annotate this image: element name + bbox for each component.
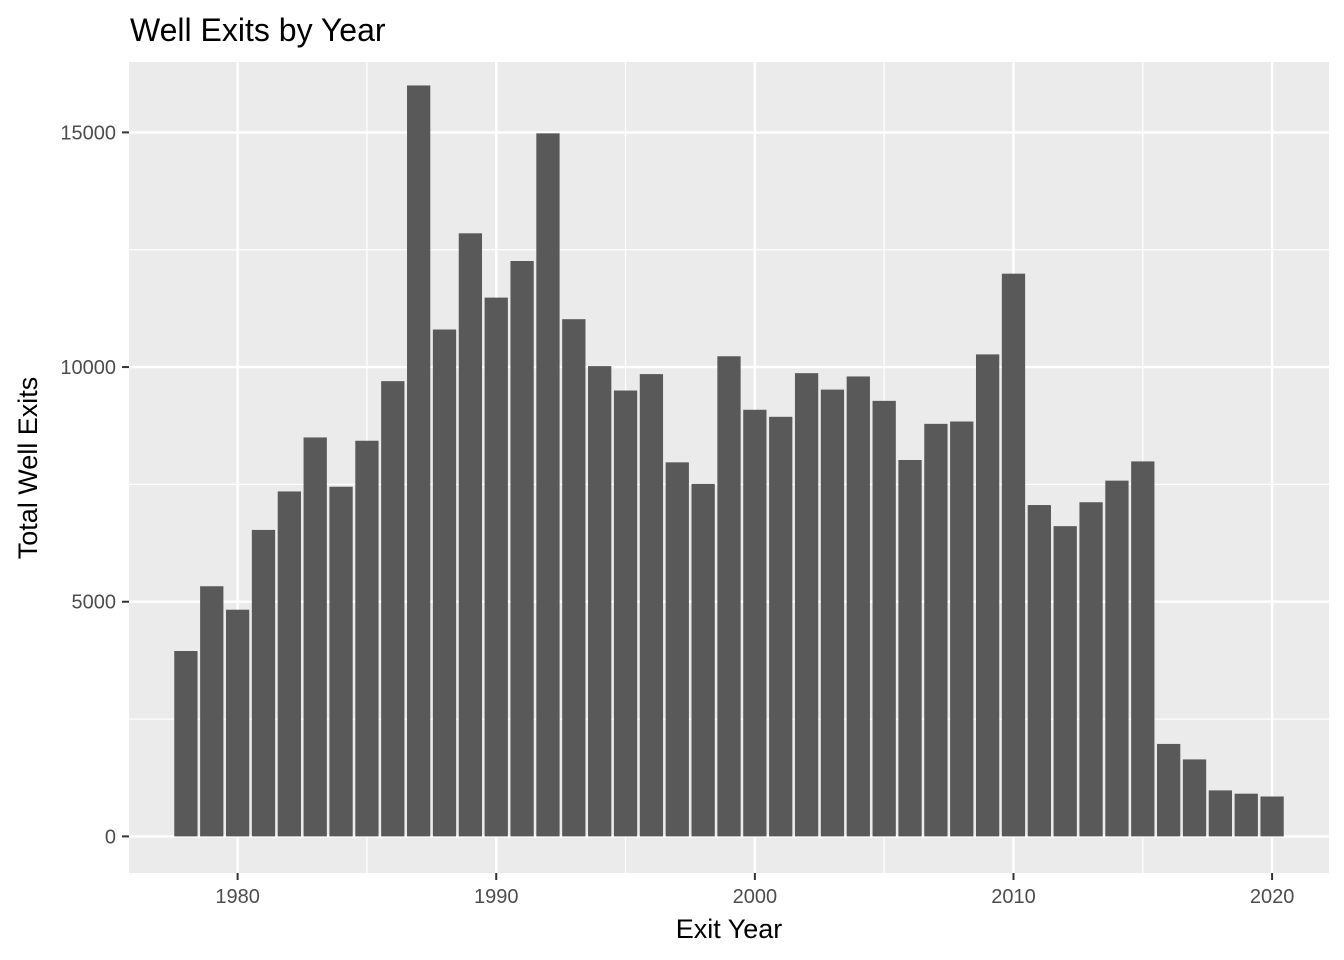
bar-1982: [277, 491, 301, 837]
bar-2011: [1027, 505, 1051, 837]
bar-1992: [536, 133, 560, 837]
y-axis: 0 5000 10000 15000: [60, 122, 129, 848]
x-tick-label: 2020: [1250, 886, 1295, 908]
bar-2010: [1001, 273, 1026, 837]
bar-1995: [613, 390, 638, 837]
bar-1989: [458, 233, 483, 837]
bar-2014: [1105, 480, 1129, 837]
bar-2013: [1079, 502, 1103, 837]
bar-2002: [794, 373, 819, 837]
bar-1987: [407, 85, 431, 837]
bar-2008: [950, 421, 974, 837]
bar-2004: [846, 376, 870, 837]
bar-1990: [484, 297, 508, 837]
bar-1983: [303, 437, 327, 837]
bar-1991: [510, 260, 534, 837]
bar-2020: [1260, 796, 1284, 837]
y-axis-title: Total Well Exits: [13, 377, 43, 560]
bar-1981: [251, 529, 276, 837]
bar-2000: [743, 409, 767, 837]
x-axis-title: Exit Year: [676, 914, 783, 944]
bar-1979: [200, 586, 224, 837]
bar-1997: [665, 462, 689, 837]
y-tick-label: 15000: [60, 122, 116, 144]
bar-2018: [1208, 790, 1233, 837]
bar-2003: [820, 389, 845, 837]
bar-2005: [872, 400, 896, 837]
bar-1999: [717, 356, 741, 837]
bar-2009: [975, 354, 1000, 837]
bar-1993: [562, 319, 586, 837]
x-axis: 1980 1990 2000 2010 2020: [215, 873, 1294, 908]
x-tick-label: 1980: [215, 886, 260, 908]
x-tick-label: 2010: [991, 886, 1036, 908]
chart-title: Well Exits by Year: [130, 12, 386, 48]
bar-1978: [174, 651, 198, 837]
bar-1988: [432, 329, 457, 837]
bar-2019: [1234, 793, 1258, 837]
bar-1985: [355, 440, 379, 837]
bar-2007: [924, 423, 948, 837]
bar-2006: [898, 459, 922, 837]
bar-1996: [639, 374, 664, 837]
bar-1980: [225, 609, 250, 837]
x-tick-label: 1990: [474, 886, 519, 908]
bar-1986: [381, 381, 405, 837]
x-tick-label: 2000: [733, 886, 778, 908]
y-tick-label: 5000: [72, 592, 117, 614]
y-tick-label: 10000: [60, 357, 116, 379]
bar-2016: [1157, 743, 1181, 837]
bar-2012: [1053, 526, 1077, 837]
bar-2017: [1182, 759, 1207, 837]
bar-2001: [769, 416, 793, 837]
bars: [174, 85, 1284, 837]
bar-2015: [1131, 461, 1155, 837]
bar-1998: [691, 483, 715, 837]
bar-1994: [588, 366, 612, 837]
y-tick-label: 0: [105, 826, 116, 848]
bar-1984: [329, 486, 353, 837]
